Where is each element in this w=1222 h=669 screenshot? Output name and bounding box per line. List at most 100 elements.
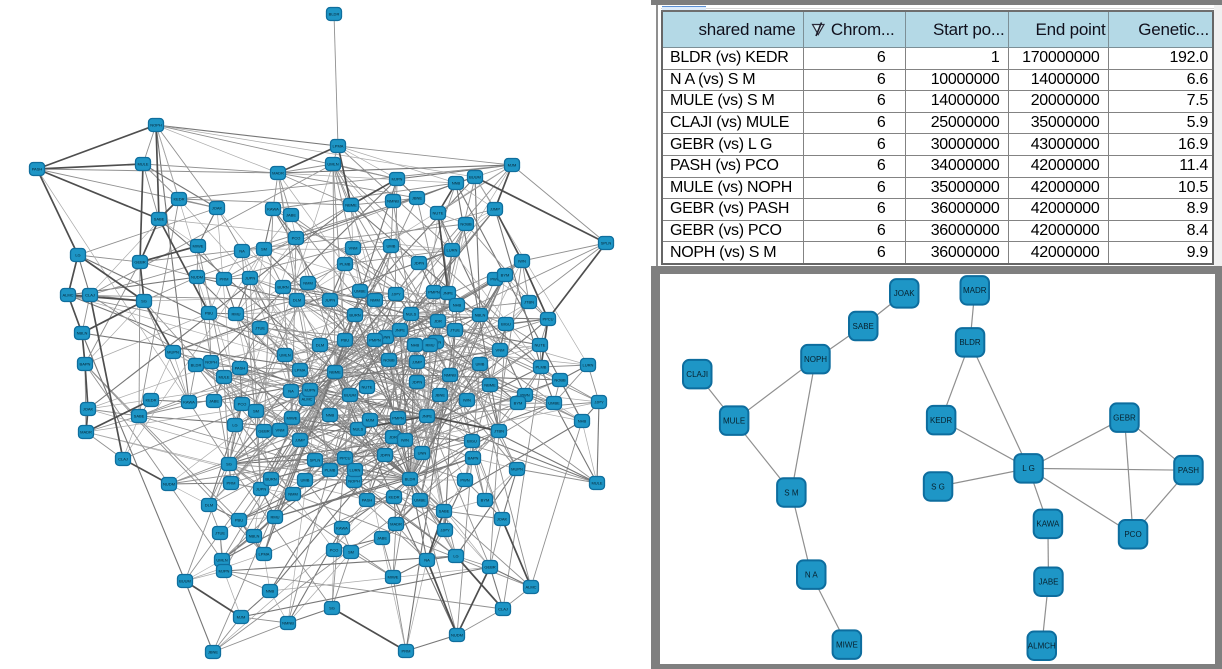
svg-text:PBU: PBU xyxy=(341,338,349,343)
svg-text:PASH: PASH xyxy=(32,167,43,172)
svg-text:JBNE: JBNE xyxy=(208,650,219,655)
svg-text:NOPH: NOPH xyxy=(804,355,827,364)
svg-text:UMBE: UMBE xyxy=(414,498,426,503)
svg-text:NBLN: NBLN xyxy=(475,313,486,318)
svg-text:NOBB: NOBB xyxy=(383,358,395,363)
svg-text:JNPE: JNPE xyxy=(395,328,406,333)
svg-text:NOPH: NOPH xyxy=(348,479,360,484)
svg-text:PLMB: PLMB xyxy=(325,468,336,473)
svg-text:RMU: RMU xyxy=(270,515,279,520)
svg-text:PWN: PWN xyxy=(460,478,469,483)
svg-text:NUTE: NUTE xyxy=(362,385,373,390)
svg-text:MJPN: MJPN xyxy=(305,388,316,393)
svg-text:BYM: BYM xyxy=(481,498,490,503)
svg-text:NUDM: NUDM xyxy=(191,275,203,280)
svg-text:PMPN: PMPN xyxy=(392,416,404,421)
svg-text:NOPH: NOPH xyxy=(205,360,217,365)
svg-text:MIWE: MIWE xyxy=(388,575,399,580)
svg-text:NULS: NULS xyxy=(406,312,417,317)
svg-text:PPCU: PPCU xyxy=(339,456,350,461)
svg-text:JDPN: JDPN xyxy=(412,380,423,385)
svg-text:MADR: MADR xyxy=(80,430,92,435)
svg-text:UMLN: UMLN xyxy=(279,353,290,358)
svg-text:S M: S M xyxy=(784,488,799,497)
svg-text:BUUM: BUUM xyxy=(344,393,356,398)
svg-text:PASH: PASH xyxy=(1178,466,1199,475)
svg-text:IWN: IWN xyxy=(518,259,526,264)
svg-text:ALMC: ALMC xyxy=(62,293,73,298)
svg-text:BLDR: BLDR xyxy=(329,12,340,17)
svg-text:JBNE: JBNE xyxy=(412,196,423,201)
svg-text:NMNB: NMNB xyxy=(387,199,399,204)
svg-text:JJPY: JJPY xyxy=(440,528,450,533)
svg-text:MJM: MJM xyxy=(237,615,246,620)
svg-text:JUPN: JUPN xyxy=(256,487,267,492)
svg-text:JTBN: JTBN xyxy=(524,300,534,305)
svg-text:DLM: DLM xyxy=(316,343,324,348)
svg-text:JJMP: JJMP xyxy=(490,207,500,212)
svg-text:JTBN: JTBN xyxy=(494,429,504,434)
svg-text:PCO: PCO xyxy=(330,548,339,553)
svg-text:LPMA: LPMA xyxy=(333,144,344,149)
svg-text:MULE: MULE xyxy=(591,481,602,486)
svg-text:PPCU: PPCU xyxy=(542,317,553,322)
svg-text:JJPY: JJPY xyxy=(594,400,604,405)
svg-text:VNM: VNM xyxy=(276,428,285,433)
svg-text:JBNE: JBNE xyxy=(435,393,446,398)
svg-text:JOAK: JOAK xyxy=(497,517,508,522)
svg-text:UMLN: UMLN xyxy=(327,162,338,167)
svg-text:JDPN: JDPN xyxy=(380,453,391,458)
svg-text:MUPN: MUPN xyxy=(167,350,179,355)
svg-text:SM: SM xyxy=(348,550,354,555)
svg-text:NMM: NMM xyxy=(370,298,380,303)
svg-text:PWN: PWN xyxy=(520,393,529,398)
svg-text:MIWE: MIWE xyxy=(287,416,298,421)
svg-text:MULE: MULE xyxy=(218,375,229,380)
svg-text:MJM: MJM xyxy=(508,163,517,168)
svg-text:PRM: PRM xyxy=(220,277,229,282)
svg-text:JJPY: JJPY xyxy=(391,292,401,297)
svg-text:N A: N A xyxy=(805,570,819,579)
svg-text:KAWA: KAWA xyxy=(1036,520,1060,529)
svg-text:KAWA: KAWA xyxy=(336,526,348,531)
svg-text:MJPN: MJPN xyxy=(392,177,403,182)
svg-text:JDPN: JDPN xyxy=(414,261,425,266)
svg-text:JOAK: JOAK xyxy=(83,407,94,412)
svg-text:NULS: NULS xyxy=(353,427,364,432)
svg-text:BYM: BYM xyxy=(501,273,510,278)
svg-text:PASH: PASH xyxy=(362,498,373,503)
svg-text:JOAK: JOAK xyxy=(894,289,916,298)
svg-text:JDR: JDR xyxy=(389,435,397,440)
svg-text:RMU: RMU xyxy=(231,312,240,317)
svg-text:ALMC: ALMC xyxy=(525,585,536,590)
svg-text:JUPN: JUPN xyxy=(245,276,256,281)
svg-text:PBU: PBU xyxy=(235,518,243,523)
svg-text:PLMB: PLMB xyxy=(340,262,351,267)
svg-text:MADR: MADR xyxy=(963,286,987,295)
svg-text:L G: L G xyxy=(1022,464,1035,473)
svg-text:UMB: UMB xyxy=(476,362,485,367)
svg-text:JDR: JDR xyxy=(434,319,442,324)
svg-text:JNPE: JNPE xyxy=(422,414,433,419)
svg-text:NBME: NBME xyxy=(329,370,341,375)
svg-text:PCO: PCO xyxy=(1124,530,1141,539)
svg-text:PLMB: PLMB xyxy=(536,365,547,370)
svg-text:SPLN: SPLN xyxy=(310,458,321,463)
svg-text:CLAJI: CLAJI xyxy=(686,370,708,379)
svg-text:NOBB: NOBB xyxy=(460,222,472,227)
svg-text:IWN: IWN xyxy=(463,398,471,403)
svg-text:PCO: PCO xyxy=(238,402,247,407)
svg-text:MJPN: MJPN xyxy=(219,569,230,574)
svg-text:JNPE: JNPE xyxy=(443,291,454,296)
svg-text:DLM: DLM xyxy=(293,298,301,303)
svg-text:CLAJ: CLAJ xyxy=(85,293,95,298)
svg-text:VNM: VNM xyxy=(496,348,505,353)
svg-text:SG: SG xyxy=(141,299,147,304)
svg-text:NNB: NNB xyxy=(326,413,335,418)
svg-text:NUTE: NUTE xyxy=(535,343,546,348)
svg-text:NMNB: NMNB xyxy=(282,621,294,626)
svg-text:BURN: BURN xyxy=(349,313,360,318)
svg-text:IWN: IWN xyxy=(401,438,409,443)
svg-text:LURN: LURN xyxy=(447,248,458,253)
svg-text:SABE: SABE xyxy=(439,509,450,514)
